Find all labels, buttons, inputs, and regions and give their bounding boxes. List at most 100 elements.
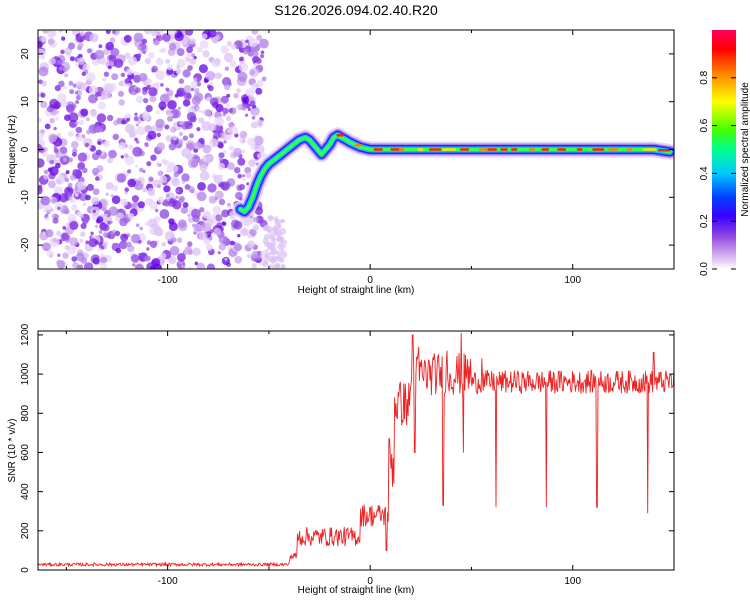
noise-speckle [158,101,167,110]
noise-speckle [53,148,59,153]
noise-speckle [162,33,171,42]
noise-speckle [102,224,110,232]
noise-speckle [261,76,267,82]
noise-speckle [77,57,85,65]
noise-speckle [87,48,92,54]
noise-speckle [226,40,232,47]
noise-speckle [252,216,259,223]
noise-speckle [182,202,189,208]
noise-speckle [88,238,98,248]
noise-speckle [186,52,192,58]
noise-speckle [202,156,207,162]
noise-speckle [40,36,47,43]
colorbar-gradient [712,30,736,269]
x-tick-label: -100 [158,576,178,587]
noise-speckle [276,250,282,257]
noise-speckle [68,112,79,123]
noise-speckle [277,224,282,229]
y-tick-label: 600 [20,444,31,461]
noise-speckle [64,245,70,251]
noise-speckle [132,263,136,267]
noise-speckle [62,66,69,72]
noise-speckle [127,56,138,66]
noise-speckle [114,230,121,237]
noise-speckle [142,114,150,122]
noise-speckle [120,198,128,207]
noise-speckle [147,130,157,140]
noise-speckle [108,149,117,159]
noise-speckle [268,255,275,262]
noise-speckle [75,134,84,142]
noise-speckle [71,151,77,157]
noise-speckle [163,159,170,166]
noise-speckle [245,39,249,44]
noise-speckle [187,242,193,248]
noise-speckle [196,106,200,111]
noise-speckle [240,228,248,237]
noise-speckle [77,162,86,170]
noise-speckle [176,189,180,193]
noise-speckle [239,56,244,62]
noise-speckle [58,30,63,33]
noise-speckle [264,254,269,258]
noise-speckle [67,157,73,163]
noise-speckle [49,207,54,213]
noise-speckle [250,106,260,116]
noise-speckle [175,68,182,75]
noise-speckle [92,123,102,133]
colorbar: 0.0 0.2 0.4 0.6 0.8 Normalized spectral ampl… [699,30,750,276]
noise-speckle [118,90,124,97]
noise-speckle [148,87,158,97]
noise-speckle [97,247,102,252]
noise-speckle [178,120,184,126]
noise-speckle [102,240,109,247]
noise-speckle [237,157,246,166]
noise-speckle [68,80,74,86]
noise-speckle [153,226,163,237]
noise-speckle [149,265,156,269]
noise-speckle [193,223,204,234]
noise-speckle [98,230,103,234]
noise-speckle [136,95,144,104]
noise-speckle [254,206,264,216]
noise-speckle [268,264,274,269]
noise-speckle [260,50,265,55]
noise-speckle [150,154,157,161]
noise-speckle [144,125,152,133]
noise-speckle [156,110,160,115]
noise-speckle [58,80,65,88]
noise-speckle [48,57,56,65]
noise-speckle [159,93,170,104]
noise-speckle [237,173,242,179]
noise-speckle [69,56,75,62]
noise-speckle [88,85,98,95]
x-tick-label: 0 [367,275,373,286]
noise-speckle [167,115,174,122]
noise-speckle [90,110,98,118]
noise-speckle [205,70,216,81]
noise-speckle [119,217,128,227]
noise-speckle [202,144,212,154]
noise-speckle [173,171,180,178]
noise-speckle [188,122,192,126]
noise-speckle [229,145,235,151]
noise-speckle [193,56,197,60]
noise-speckle [175,195,179,199]
noise-speckle [220,45,229,54]
noise-speckle [72,148,78,154]
noise-speckle [149,240,158,248]
noise-speckle [57,253,61,257]
noise-speckle [251,116,256,120]
noise-speckle [212,205,222,215]
noise-speckle [255,119,264,128]
noise-speckle [94,240,99,245]
noise-speckle [103,246,108,250]
noise-speckle [176,64,181,70]
noise-speckle [53,126,57,131]
noise-speckle [43,169,49,175]
noise-speckle [217,142,224,149]
noise-speckle [150,125,158,132]
noise-speckle [186,112,196,122]
noise-speckle [185,30,194,36]
noise-speckle [64,234,71,241]
